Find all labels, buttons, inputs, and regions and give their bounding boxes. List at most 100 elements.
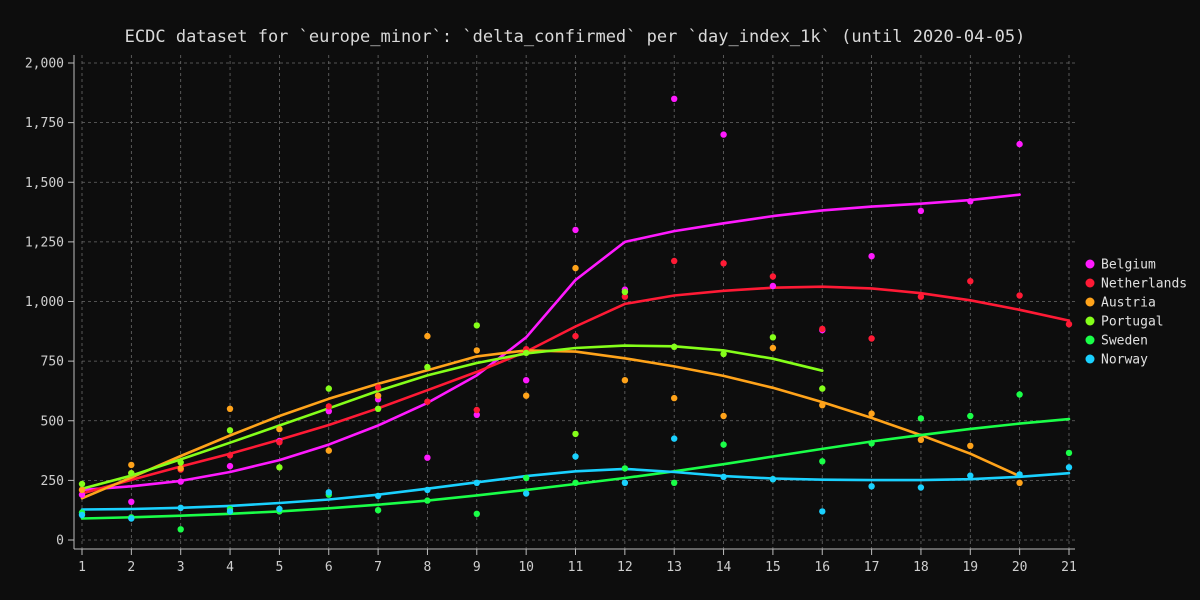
data-point: [1016, 391, 1023, 398]
data-point: [523, 490, 530, 497]
trend-line-belgium: [80, 193, 1021, 492]
x-tick-label: 4: [226, 560, 234, 575]
data-point: [226, 405, 234, 412]
data-point: [473, 322, 480, 329]
x-tick-label: 11: [568, 560, 584, 575]
data-point: [769, 282, 777, 290]
data-point: [424, 332, 431, 340]
data-point: [819, 385, 826, 392]
data-point: [424, 486, 431, 494]
data-point: [868, 483, 875, 490]
y-tick-label: 1,250: [25, 235, 64, 250]
data-point: [128, 515, 135, 522]
data-point: [1065, 321, 1073, 328]
trend-line-portugal: [80, 344, 824, 490]
y-tick-label: 2,000: [25, 57, 64, 72]
data-point: [424, 363, 431, 371]
data-point: [967, 442, 974, 449]
data-point: [917, 436, 925, 443]
data-point: [177, 465, 184, 472]
data-point: [868, 440, 875, 447]
data-point: [325, 447, 332, 454]
data-point: [819, 508, 826, 515]
data-point: [819, 458, 826, 465]
x-tick-label: 14: [716, 560, 732, 575]
y-tick-label: 0: [56, 534, 64, 549]
y-tick-label: 1,000: [25, 295, 64, 310]
x-tick-label: 10: [518, 560, 534, 575]
data-point: [819, 402, 826, 409]
data-point: [226, 452, 234, 459]
data-point: [177, 459, 184, 466]
chart-title: ECDC dataset for `europe_minor`: `delta_…: [125, 27, 1026, 47]
data-point: [325, 408, 332, 415]
data-point: [720, 260, 727, 267]
data-point: [671, 257, 678, 265]
data-point: [868, 253, 875, 260]
data-point: [621, 479, 629, 486]
data-point: [276, 425, 283, 433]
data-point: [1016, 140, 1023, 148]
data-point: [917, 415, 925, 422]
data-point: [374, 507, 382, 514]
trend-lines: [80, 193, 1071, 520]
data-point: [671, 394, 678, 402]
data-point: [276, 505, 283, 513]
grid: [81, 55, 1075, 549]
x-tick-label: 5: [275, 560, 283, 575]
x-tick-label: 7: [374, 560, 382, 575]
legend-marker: [1085, 354, 1095, 364]
data-point: [967, 412, 974, 420]
data-point: [720, 473, 727, 480]
legend: Belgium Netherlands Austria Portugal Sweden N…: [1085, 258, 1187, 368]
data-point: [1065, 449, 1073, 457]
data-point: [671, 479, 678, 486]
data-point: [226, 508, 234, 515]
x-tick-label: 8: [424, 560, 432, 575]
data-point: [177, 478, 184, 485]
legend-marker: [1085, 297, 1095, 307]
data-point: [671, 343, 678, 350]
data-point: [226, 462, 234, 470]
data-point: [572, 264, 579, 272]
x-tick-label: 20: [1012, 560, 1028, 575]
data-point: [1016, 479, 1023, 486]
y-tick-label: 500: [41, 414, 64, 429]
data-point: [720, 131, 727, 138]
data-point: [523, 392, 530, 399]
data-point: [523, 377, 530, 384]
x-tick-label: 6: [325, 560, 333, 575]
data-point: [325, 385, 332, 392]
data-point: [621, 465, 629, 472]
x-tick-label: 16: [814, 560, 830, 575]
data-point: [177, 504, 184, 511]
x-tick-label: 12: [617, 560, 633, 575]
legend-marker: [1085, 259, 1095, 269]
x-tick-label: 13: [666, 560, 682, 575]
data-point: [523, 349, 530, 356]
x-tick-label: 19: [962, 560, 978, 575]
data-point: [276, 464, 283, 471]
x-tick-label: 17: [864, 560, 880, 575]
legend-marker: [1085, 278, 1095, 288]
data-point: [720, 441, 727, 448]
legend-label: Netherlands: [1101, 277, 1187, 292]
data-point: [177, 526, 184, 533]
data-point: [374, 405, 382, 412]
data-point: [769, 344, 777, 352]
data-point: [78, 511, 86, 519]
points-austria: [78, 264, 1023, 494]
data-point: [671, 95, 678, 103]
x-tick-label: 1: [78, 560, 86, 575]
data-point: [374, 492, 382, 500]
data-point: [572, 479, 579, 486]
data-points: [78, 95, 1073, 533]
y-tick-label: 1,500: [25, 176, 64, 191]
trend-line-netherlands: [80, 285, 1071, 495]
data-point: [424, 497, 431, 504]
data-point: [374, 392, 382, 399]
data-point: [769, 476, 777, 483]
y-tick-label: 250: [41, 474, 64, 489]
